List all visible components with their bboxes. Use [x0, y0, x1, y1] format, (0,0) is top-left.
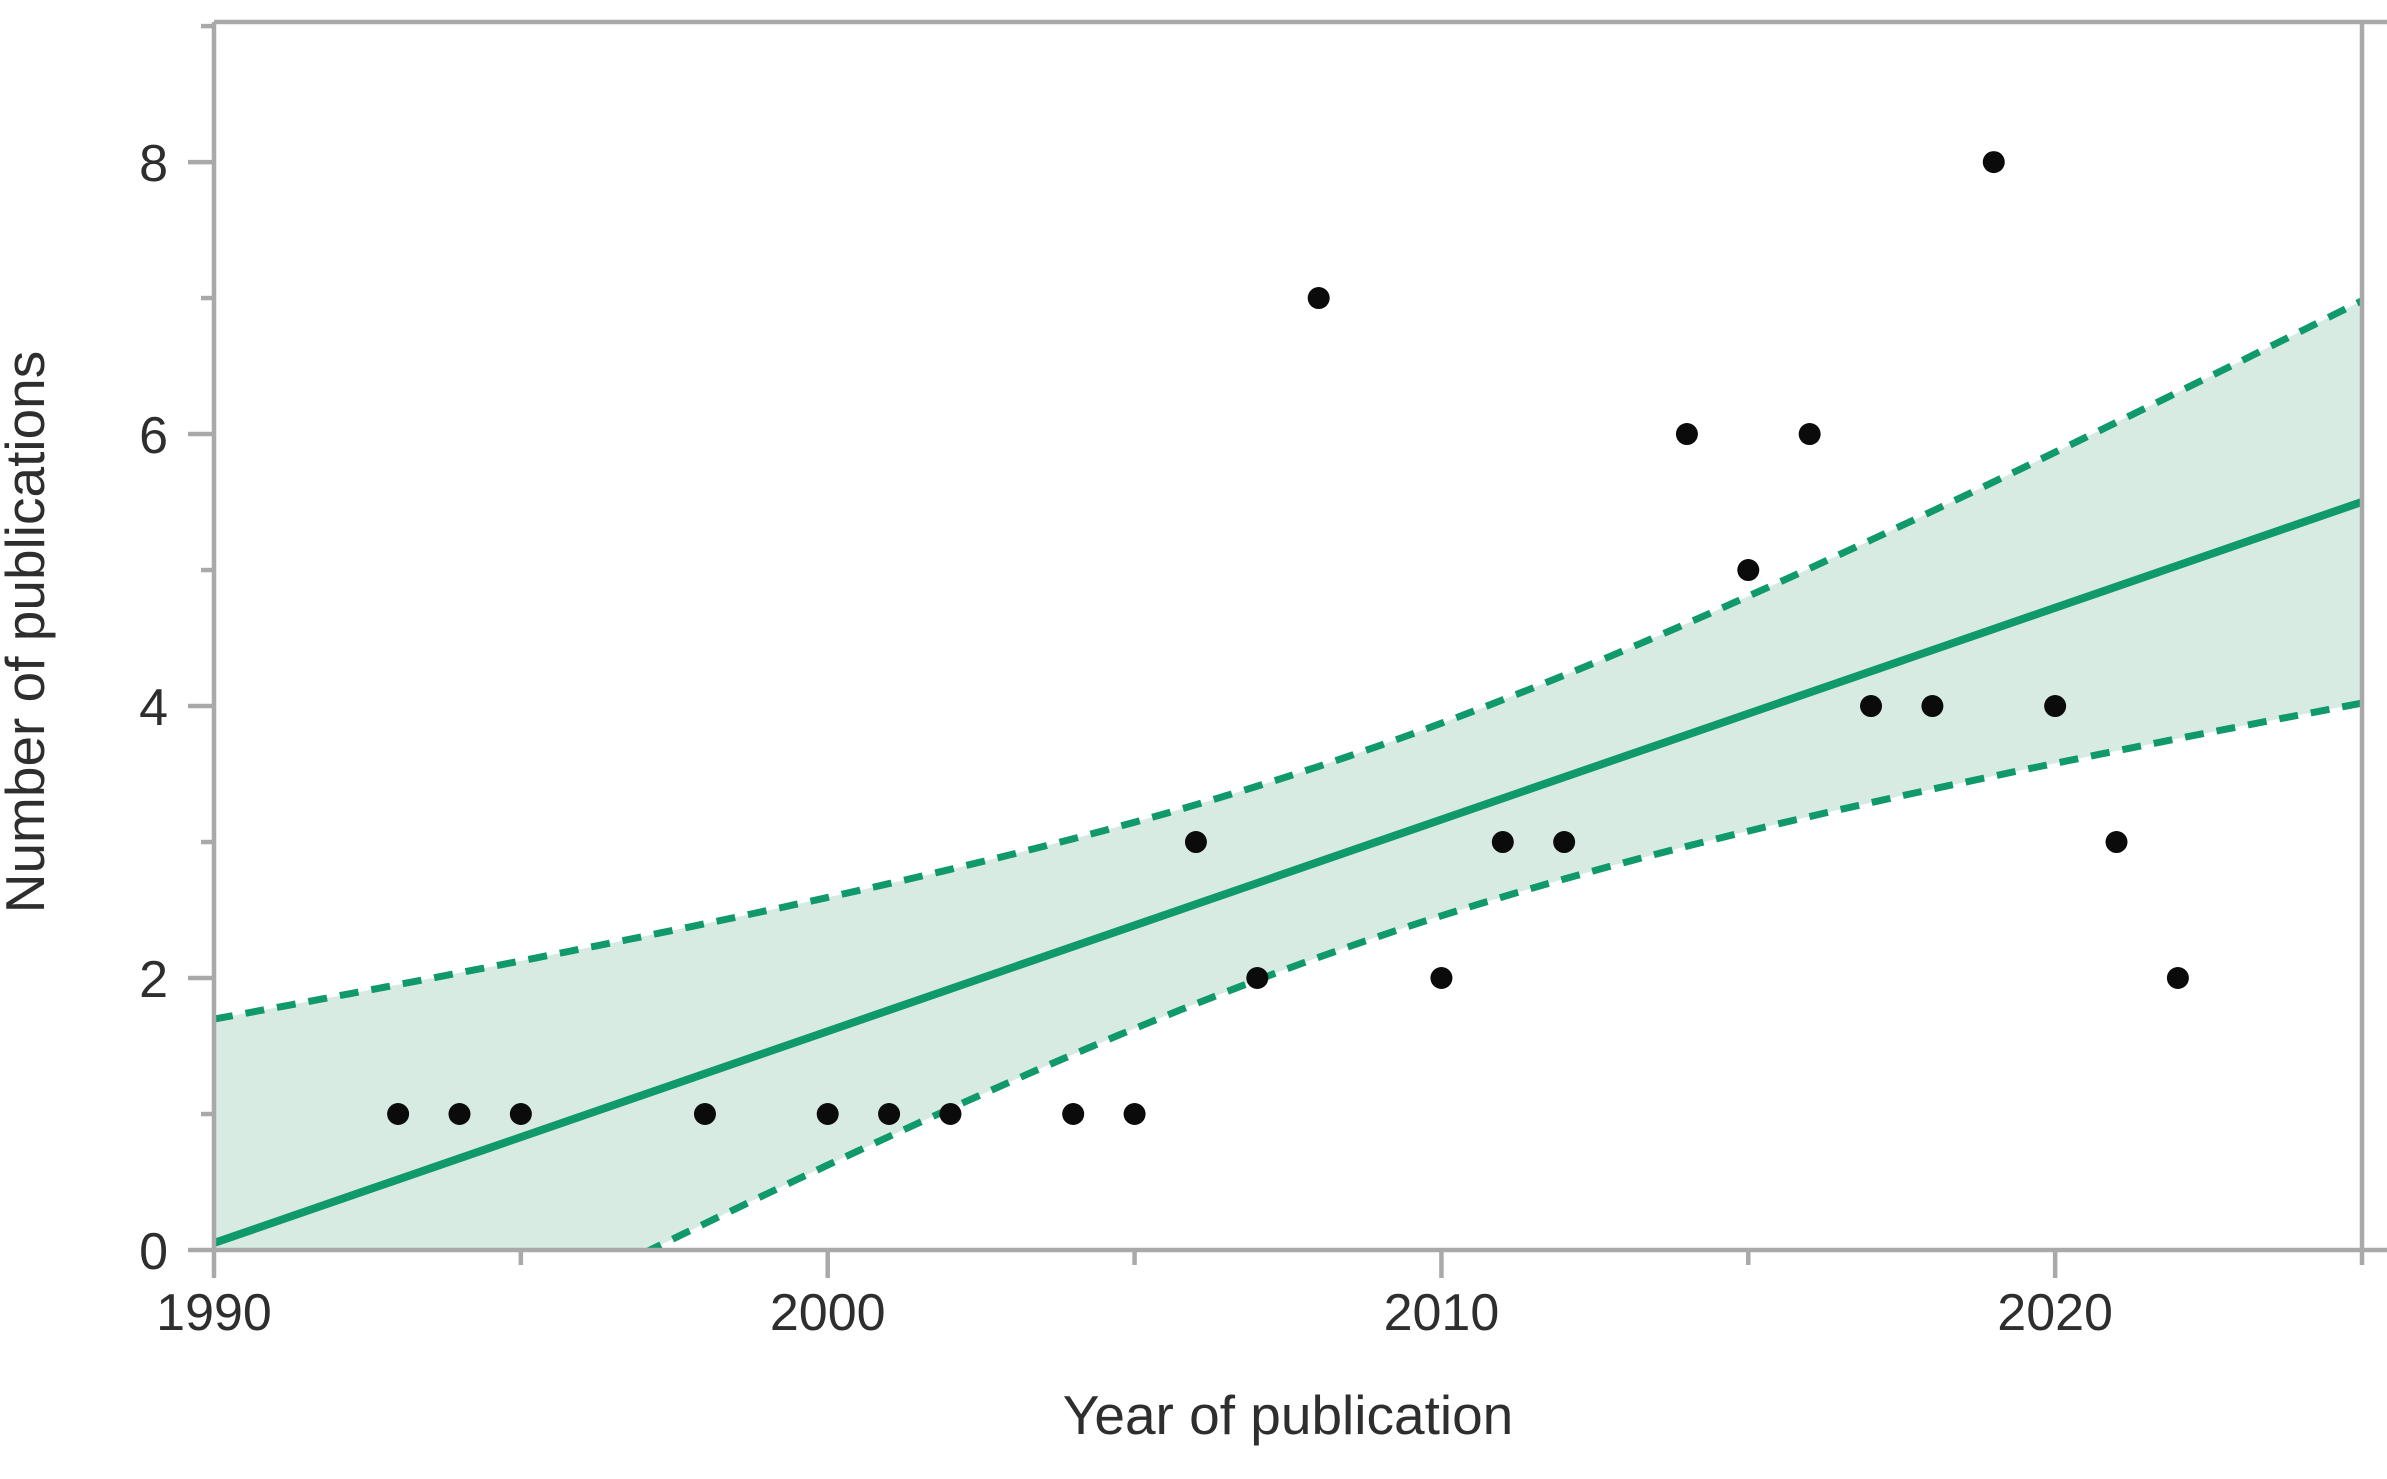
- data-point-2016-6: [1798, 423, 1821, 446]
- tick-labels-group: 1990 2000 2010 2020 0 2 4 6 8: [139, 135, 2113, 1342]
- x-tick-label-2020: 2020: [1997, 1284, 2113, 1342]
- confidence-band-group: [214, 300, 2362, 1250]
- data-point-2022-2: [2166, 967, 2189, 990]
- data-point-2017-4: [1860, 695, 1883, 718]
- x-tick-label-2010: 2010: [1384, 1284, 1500, 1342]
- data-point-2005-1: [1123, 1103, 1146, 1126]
- fit-line-group: [214, 297, 2362, 1250]
- y-axis-title: Number of publications: [0, 351, 56, 914]
- data-point-2006-3: [1184, 831, 1207, 854]
- x-tick-label-2000: 2000: [770, 1284, 886, 1342]
- data-point-2002-1: [939, 1103, 962, 1126]
- axes-group: [211, 19, 2387, 1253]
- data-point-1994-1: [448, 1103, 471, 1126]
- data-point-1993-1: [387, 1103, 410, 1126]
- data-point-2004-1: [1062, 1103, 1085, 1126]
- data-points-group: [387, 151, 2189, 1126]
- ticks-group: [188, 23, 2365, 1278]
- data-point-2007-2: [1246, 967, 1269, 990]
- data-point-2014-6: [1675, 423, 1698, 446]
- data-point-2015-5: [1737, 559, 1760, 582]
- data-point-1995-1: [509, 1103, 532, 1126]
- data-point-2019-8: [1982, 151, 2005, 174]
- data-point-2012-3: [1553, 831, 1576, 854]
- data-point-2000-1: [816, 1103, 839, 1126]
- x-axis-title: Year of publication: [1063, 1384, 1514, 1446]
- confidence-band-upper-dashed-line: [214, 297, 2362, 1023]
- confidence-band-fill: [214, 300, 2362, 1250]
- data-point-2021-3: [2105, 831, 2128, 854]
- data-point-2018-4: [1921, 695, 1944, 718]
- data-point-2011-3: [1491, 831, 1514, 854]
- y-tick-label-8: 8: [139, 135, 168, 193]
- y-tick-label-0: 0: [139, 1223, 168, 1281]
- regression-fit-line: [214, 498, 2362, 1247]
- data-point-2008-7: [1307, 287, 1330, 310]
- y-tick-label-4: 4: [139, 679, 168, 737]
- data-point-2020-4: [2044, 695, 2067, 718]
- y-tick-label-2: 2: [139, 951, 168, 1009]
- data-point-2010-2: [1430, 967, 1453, 990]
- x-tick-label-1990: 1990: [156, 1284, 272, 1342]
- data-point-2001-1: [878, 1103, 901, 1126]
- data-point-1998-1: [693, 1103, 716, 1126]
- y-tick-label-6: 6: [139, 407, 168, 465]
- confidence-band-lower-dashed-line: [642, 699, 2362, 1250]
